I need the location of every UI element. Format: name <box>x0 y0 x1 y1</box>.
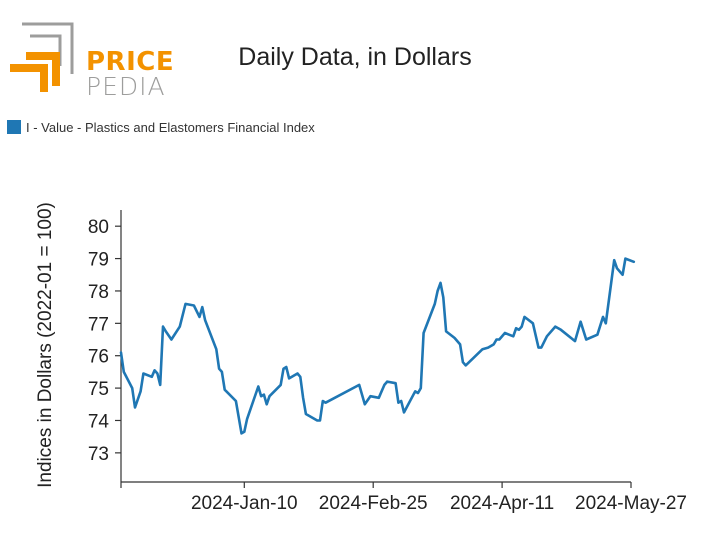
x-tick-label: 2024-Apr-11 <box>450 493 554 514</box>
chart-title: Daily Data, in Dollars <box>238 43 472 71</box>
logo-text-pedia: PEDIA <box>86 72 166 101</box>
y-tick-label: 73 <box>88 444 109 465</box>
x-tick-label: 2024-Feb-25 <box>319 493 428 514</box>
x-tick-label: 2024-Jan-10 <box>191 493 298 514</box>
y-tick-label: 78 <box>88 282 109 303</box>
y-tick-label: 77 <box>88 314 109 335</box>
y-tick-label: 76 <box>88 347 109 368</box>
logo-mark-icon <box>10 22 74 92</box>
x-axis: 2024-Jan-10 2024-Feb-25 2024-Apr-11 2024-Ma… <box>120 481 687 514</box>
y-tick-label: 74 <box>88 411 110 432</box>
legend[interactable]: I - Value - Plastics and Elastomers Fina… <box>7 118 315 136</box>
legend-swatch <box>7 120 21 134</box>
series-line <box>119 257 636 435</box>
logo-mark-grey-bracket <box>22 22 74 74</box>
x-tick-label: 2024-May-27 <box>575 493 687 514</box>
logo-mark-orange-bracket <box>10 64 48 92</box>
pricepedia-logo: PRICE PEDIA <box>8 22 174 100</box>
logo-mark-orange-bracket-inner <box>26 52 60 86</box>
y-axis: 73 74 75 76 77 78 79 80 <box>88 210 122 482</box>
series-layer <box>119 257 636 435</box>
y-tick-label: 79 <box>88 250 109 271</box>
y-tick-label: 80 <box>88 217 109 238</box>
logo-text-price: PRICE <box>86 47 175 77</box>
legend-label: I - Value - Plastics and Elastomers Fina… <box>26 119 315 135</box>
y-tick-label: 75 <box>88 379 109 400</box>
